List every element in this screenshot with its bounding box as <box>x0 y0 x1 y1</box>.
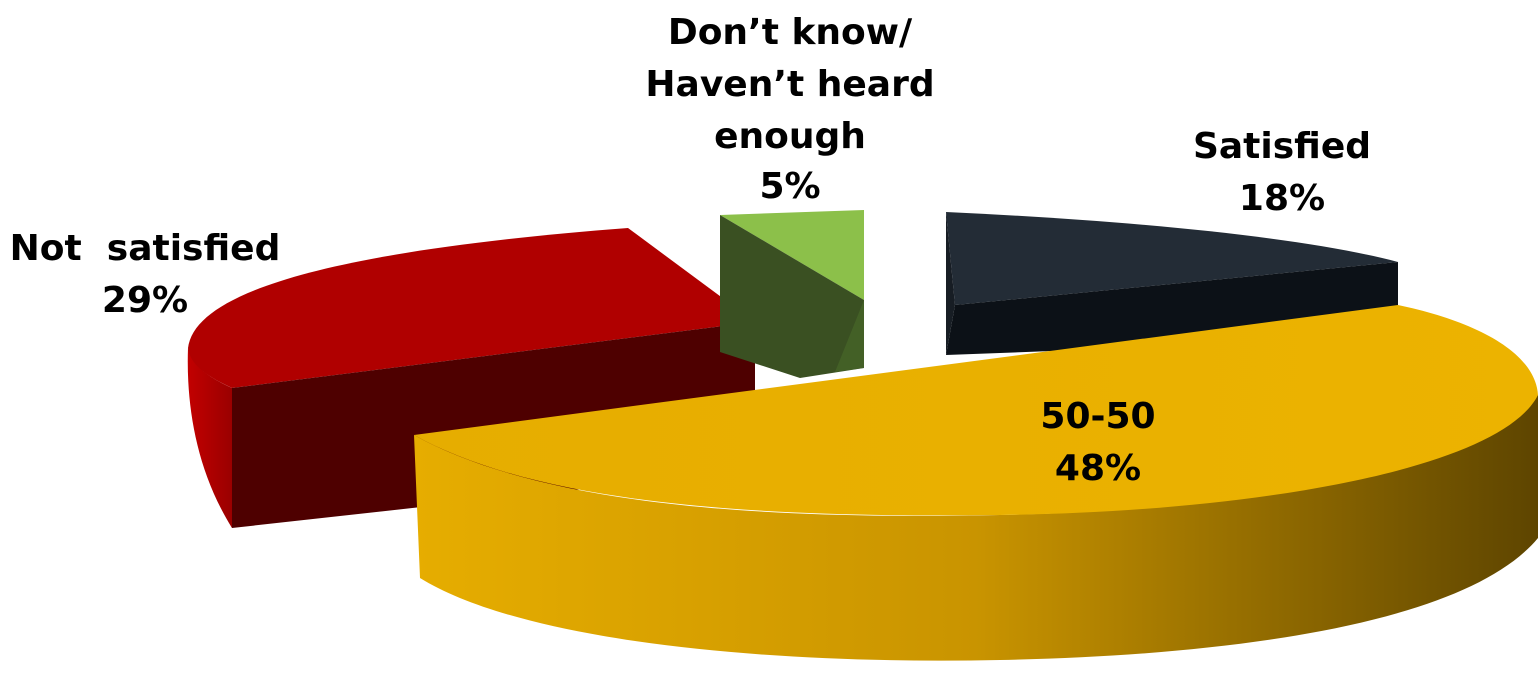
slice-dont-know-top <box>720 210 864 300</box>
label-satisfied-name: Satisfied <box>1193 126 1371 167</box>
slice-not-satisfied-top <box>188 228 755 388</box>
label-dont-know: Don’t know/ Haven’t heard enough 5% <box>645 12 934 207</box>
slice-dont-know-cut-light <box>835 300 864 372</box>
label-fifty-fifty-value: 48% <box>1055 448 1141 489</box>
slice-fifty-fifty-side <box>414 395 1538 661</box>
slice-not-satisfied-side <box>187 348 232 528</box>
label-not-satisfied-name: Not satisfied <box>10 228 281 269</box>
slice-dont-know <box>720 210 864 378</box>
slice-fifty-fifty <box>414 305 1538 661</box>
label-dont-know-line-3: enough <box>714 116 866 157</box>
label-not-satisfied-value: 29% <box>102 280 188 321</box>
slice-dont-know-cut <box>720 215 864 378</box>
label-satisfied: Satisfied 18% <box>1193 126 1371 219</box>
label-dont-know-line-2: Haven’t heard <box>645 64 934 105</box>
label-fifty-fifty-name: 50-50 <box>1040 396 1155 437</box>
label-dont-know-line-1: Don’t know/ <box>668 12 913 53</box>
label-not-satisfied: Not satisfied 29% <box>10 228 281 321</box>
slice-fifty-fifty-top <box>414 305 1538 516</box>
slice-satisfied-edge <box>946 212 955 355</box>
label-satisfied-value: 18% <box>1239 178 1325 219</box>
slice-satisfied-top <box>946 212 1398 305</box>
label-fifty-fifty: 50-50 48% <box>1040 396 1155 489</box>
label-dont-know-value: 5% <box>759 166 820 207</box>
